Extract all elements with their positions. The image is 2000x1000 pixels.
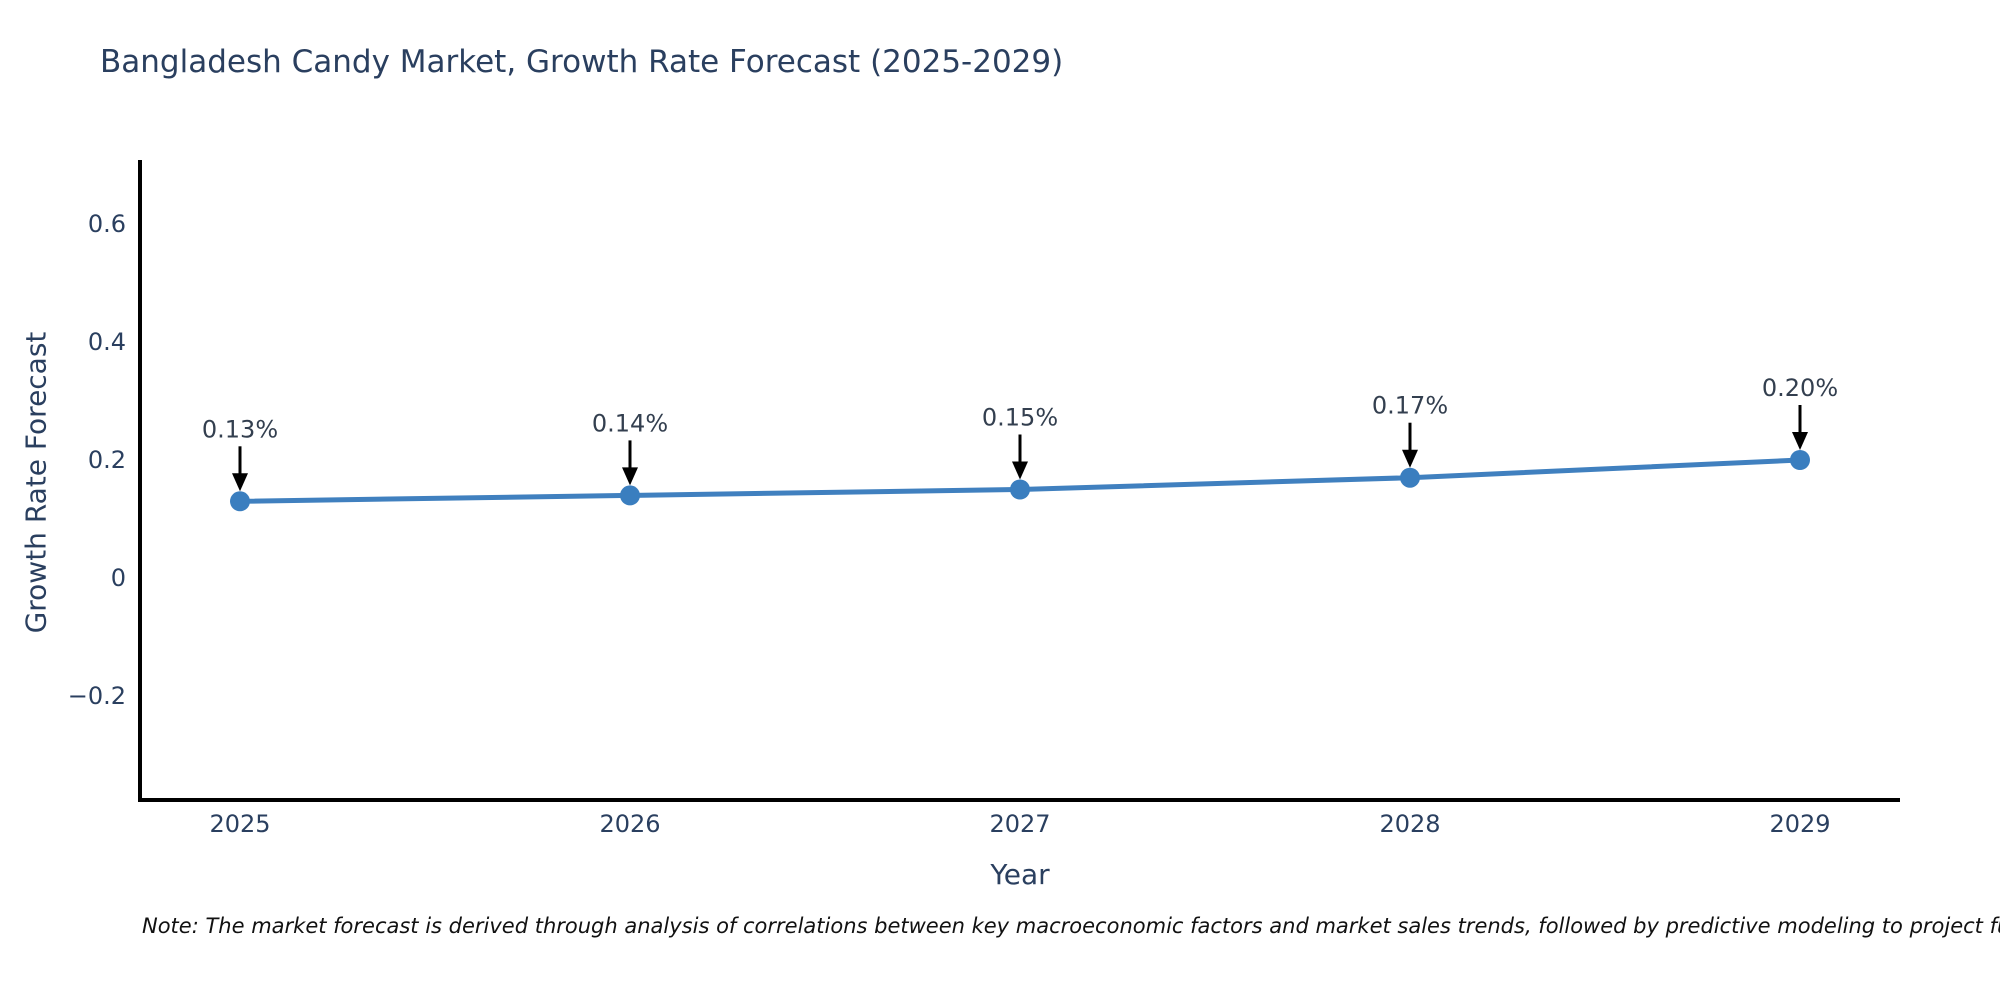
x-axis-title: Year: [990, 858, 1050, 891]
y-tick-label: 0.6: [88, 210, 126, 238]
data-point-marker: [620, 485, 640, 506]
data-point-marker: [1010, 479, 1030, 500]
chart-title: Bangladesh Candy Market, Growth Rate For…: [100, 44, 1064, 80]
y-tick-label: 0: [111, 564, 126, 592]
annotation-arrowhead: [1792, 432, 1808, 450]
data-point-marker: [230, 491, 250, 512]
annotation-arrowhead: [1402, 449, 1418, 468]
annotation-label: 0.20%: [1762, 374, 1838, 402]
x-tick-label: 2025: [209, 810, 270, 838]
annotation-arrowhead: [622, 467, 638, 486]
x-tick-label: 2027: [989, 810, 1050, 838]
data-point-marker: [1790, 450, 1810, 470]
y-tick-label: 0.2: [88, 446, 126, 474]
y-tick-label: 0.4: [88, 328, 126, 356]
data-point-marker: [1400, 467, 1420, 488]
annotation-arrowhead: [232, 473, 248, 492]
footnote: Note: The market forecast is derived thr…: [142, 914, 2000, 938]
y-tick-label: −0.2: [68, 682, 126, 710]
annotation-arrowhead: [1012, 461, 1028, 480]
x-tick-label: 2026: [599, 810, 660, 838]
x-tick-label: 2028: [1379, 810, 1440, 838]
annotation-label: 0.13%: [202, 415, 278, 443]
annotation-label: 0.17%: [1372, 392, 1448, 420]
annotation-label: 0.14%: [592, 409, 668, 437]
x-tick-label: 2029: [1769, 810, 1830, 838]
annotation-label: 0.15%: [982, 404, 1058, 432]
